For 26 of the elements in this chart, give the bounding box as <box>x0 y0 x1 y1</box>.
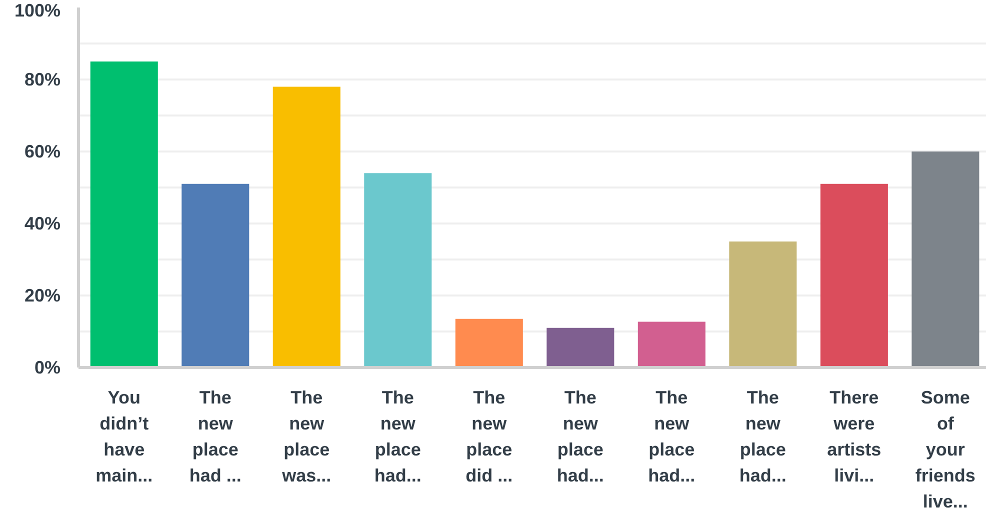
bar <box>455 318 523 368</box>
y-tick-label: 60% <box>24 142 61 162</box>
y-tick-label: 20% <box>24 286 61 306</box>
bar <box>912 152 980 368</box>
x-tick-label: The new place had... <box>374 388 422 486</box>
x-tick-label: The new place did ... <box>466 388 513 486</box>
x-tick-label: The new place was... <box>281 388 332 486</box>
bar <box>364 173 432 368</box>
y-tick-label: 0% <box>34 358 60 378</box>
y-tick-label: 80% <box>24 70 61 90</box>
bar <box>546 328 614 368</box>
bar <box>820 184 888 368</box>
x-tick-label: Some of your friends live... <box>915 388 976 512</box>
x-tick-label: The new place had... <box>739 388 786 486</box>
x-tick-label: The new place had... <box>648 388 696 486</box>
y-tick-label: 100% <box>14 0 61 20</box>
x-tick-label: The new place had... <box>556 388 604 486</box>
y-tick-label: 40% <box>24 214 61 234</box>
bar <box>182 184 250 368</box>
bar <box>90 62 158 368</box>
x-tick-label: There were artists livi... <box>827 388 882 486</box>
x-tick-label: You didn’t have main... <box>96 388 153 486</box>
bar <box>729 242 797 368</box>
x-tick-label: The new place had ... <box>189 388 242 486</box>
bar <box>272 86 340 368</box>
bar <box>638 322 706 368</box>
